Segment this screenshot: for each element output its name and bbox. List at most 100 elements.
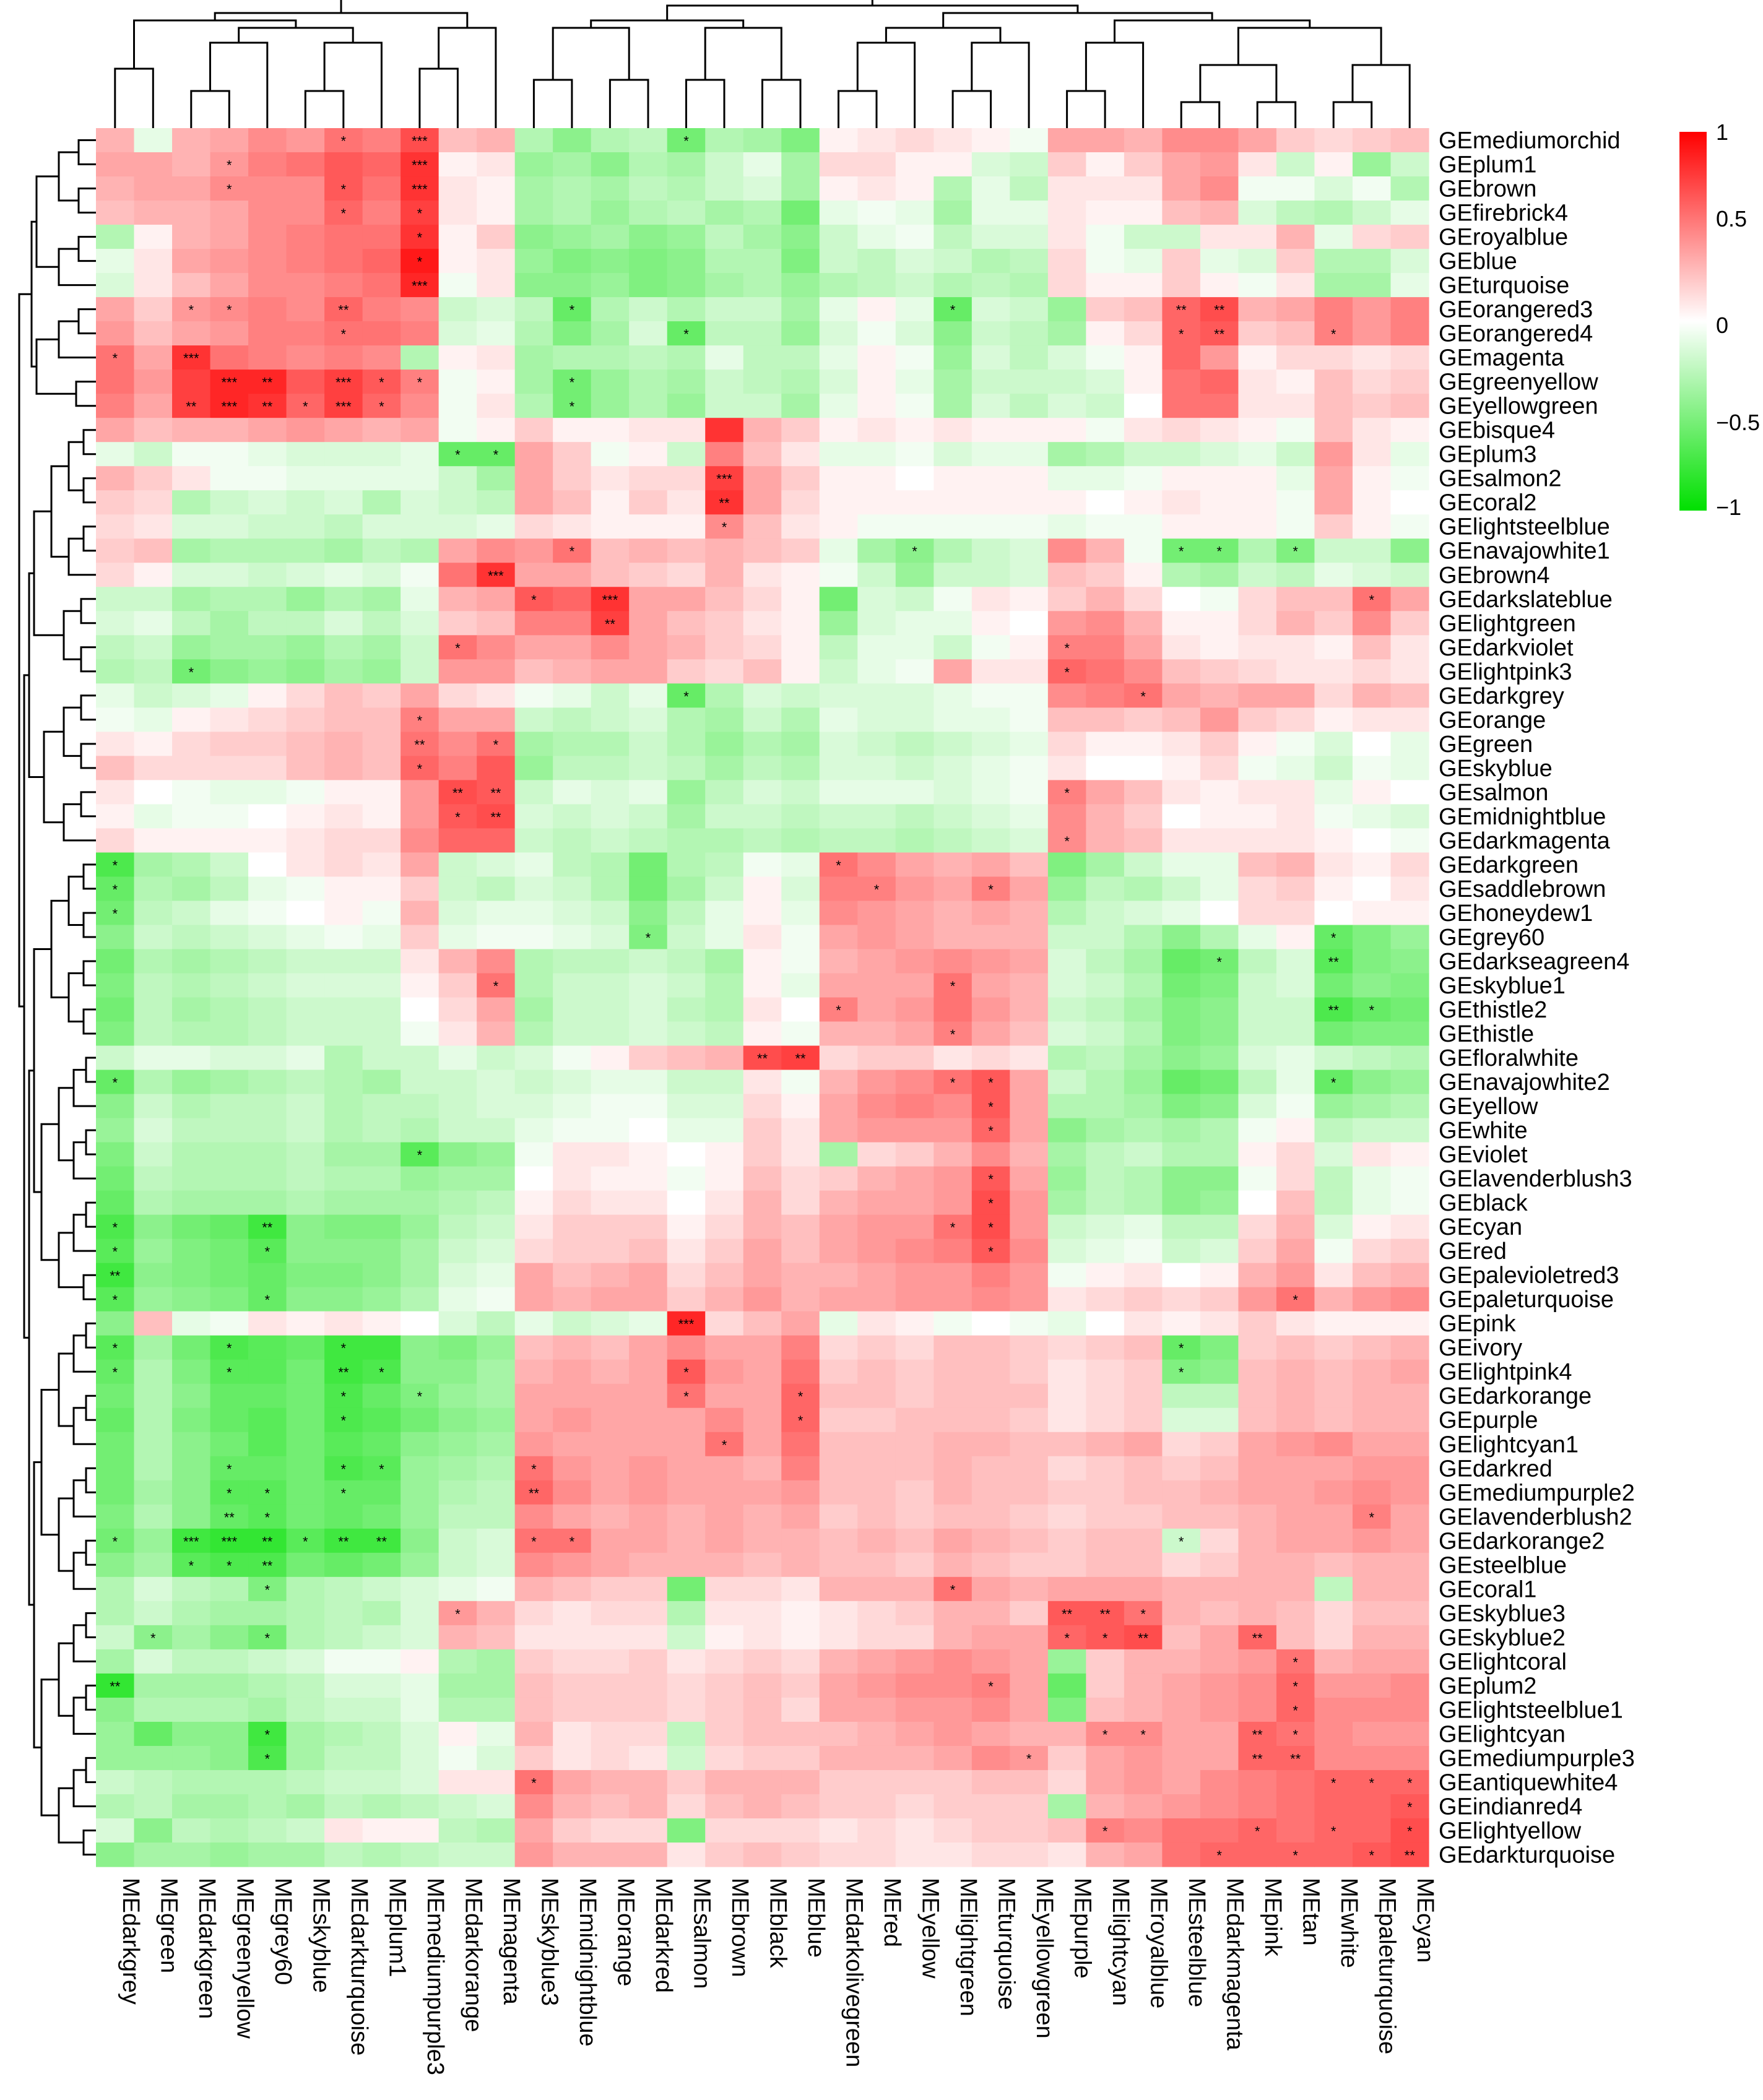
heatmap-cell — [324, 1383, 363, 1409]
heatmap-cell — [1047, 249, 1086, 274]
dendrogram-branch — [82, 960, 96, 987]
heatmap-cell — [362, 1021, 401, 1047]
heatmap-cell — [514, 273, 553, 298]
heatmap-cell — [933, 273, 972, 298]
heatmap-cell — [1200, 418, 1239, 443]
heatmap-cell — [705, 1769, 744, 1795]
heatmap-cell — [629, 369, 668, 394]
heatmap-cell — [971, 418, 1010, 443]
heatmap-cell — [1200, 538, 1239, 563]
heatmap-cell — [933, 1745, 972, 1771]
heatmap-cell — [743, 659, 782, 684]
heatmap-cell — [438, 997, 477, 1022]
heatmap-cell — [667, 490, 706, 515]
heatmap-cell — [438, 1263, 477, 1288]
heatmap-cell — [1086, 683, 1125, 708]
heatmap-cell — [1276, 418, 1315, 443]
heatmap-cell — [629, 1456, 668, 1481]
heatmap-cell — [477, 1238, 516, 1264]
heatmap-cell — [743, 901, 782, 926]
heatmap-cell — [134, 1818, 173, 1843]
dendrogram-branch — [72, 1407, 96, 1445]
heatmap-cell — [514, 538, 553, 563]
legend-tick: 1 — [1716, 119, 1728, 145]
heatmap-cell — [477, 128, 516, 153]
heatmap-cell — [1314, 369, 1353, 394]
dendrogram-branch — [1066, 90, 1106, 128]
heatmap-cell — [286, 1214, 325, 1240]
heatmap-cell — [1352, 1311, 1392, 1336]
heatmap-cell — [591, 321, 630, 346]
heatmap-cell — [781, 611, 820, 636]
heatmap-cell — [134, 201, 173, 225]
dendrogram-branch — [33, 1461, 41, 1748]
heatmap-cell — [1238, 925, 1277, 950]
heatmap-cell — [401, 176, 440, 201]
heatmap-cell — [96, 176, 135, 201]
heatmap-cell — [1124, 345, 1163, 370]
dendrogram-branch — [80, 743, 96, 769]
heatmap-cell — [514, 466, 553, 491]
heatmap-cell — [1124, 1335, 1163, 1360]
heatmap-cell — [286, 442, 325, 467]
heatmap-cell — [1314, 201, 1353, 225]
heatmap-cell — [514, 1576, 553, 1602]
heatmap-cell — [857, 1383, 896, 1409]
heatmap-cell — [819, 1383, 858, 1409]
significance-marker: * — [341, 134, 347, 149]
heatmap-cell — [1010, 514, 1049, 539]
heatmap-cell — [971, 514, 1010, 539]
heatmap-cell — [286, 1794, 325, 1819]
heatmap-cell — [705, 1069, 744, 1095]
heatmap-cell — [933, 707, 972, 732]
heatmap-cell — [248, 852, 287, 878]
heatmap-cell — [895, 1359, 934, 1385]
heatmap-cell — [933, 249, 972, 274]
heatmap-cell — [1352, 1673, 1392, 1698]
heatmap-cell — [1238, 997, 1277, 1022]
heatmap-cell — [438, 1118, 477, 1143]
heatmap-cell — [1352, 828, 1392, 853]
heatmap-cell — [286, 925, 325, 950]
heatmap-cell — [438, 587, 477, 611]
heatmap-cell — [134, 1335, 173, 1360]
heatmap-cell — [1314, 1383, 1353, 1409]
heatmap-cell — [667, 635, 706, 660]
heatmap-cell — [819, 442, 858, 467]
heatmap-cell — [1162, 1263, 1201, 1288]
heatmap-cell — [1390, 707, 1429, 732]
heatmap-cell — [514, 1118, 553, 1143]
heatmap-cell — [248, 1673, 287, 1698]
heatmap-cell — [1390, 176, 1429, 201]
heatmap-cell — [1124, 1190, 1163, 1216]
heatmap-cell — [1276, 1214, 1315, 1240]
heatmap-cell — [667, 273, 706, 298]
heatmap-cell — [629, 1094, 668, 1119]
heatmap-cell — [210, 249, 249, 274]
heatmap-cell — [743, 1069, 782, 1095]
heatmap-cell — [286, 394, 325, 418]
heatmap-cell — [1238, 1625, 1277, 1650]
dendrogram-branch — [82, 477, 96, 504]
dendrogram-branch — [77, 139, 96, 165]
heatmap-cell — [591, 756, 630, 780]
significance-marker: * — [1293, 544, 1298, 560]
heatmap-cell — [172, 1021, 211, 1047]
heatmap-cell — [324, 1069, 363, 1095]
heatmap-cell — [362, 1818, 401, 1843]
heatmap-cell — [134, 321, 173, 346]
heatmap-cell — [629, 1769, 668, 1795]
heatmap-cell — [248, 659, 287, 684]
heatmap-cell — [134, 1504, 173, 1529]
heatmap-cell — [1276, 925, 1315, 950]
heatmap-cell — [1352, 901, 1392, 926]
heatmap-cell — [172, 852, 211, 878]
row-label: GEmagenta — [1439, 345, 1565, 371]
heatmap-cell — [362, 683, 401, 708]
heatmap-cell — [438, 1576, 477, 1602]
heatmap-cell — [629, 1480, 668, 1505]
heatmap-cell — [477, 152, 516, 177]
heatmap-cell — [819, 1094, 858, 1119]
heatmap-cell — [362, 225, 401, 249]
heatmap-cell — [362, 345, 401, 370]
